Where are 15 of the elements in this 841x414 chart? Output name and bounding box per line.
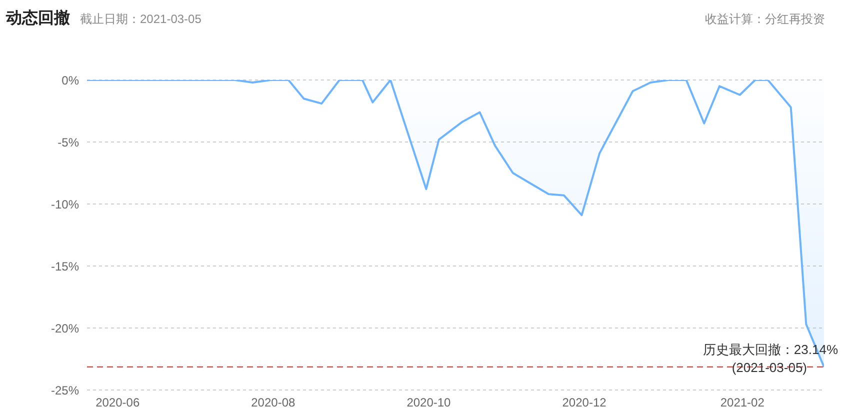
x-tick-label: 2021-02 [720, 396, 765, 410]
text: 收益计算：分红再投资 [705, 11, 825, 28]
y-tick-label: -10% [50, 197, 80, 212]
y-tick-label: -15% [50, 259, 80, 274]
x-tick-label: 2020-06 [96, 396, 140, 410]
y-tick-label: -5% [58, 135, 80, 150]
x-tick-label: 2020-08 [251, 396, 296, 410]
x-tick-label: 2020-12 [562, 396, 607, 410]
x-tick-label: 2020-10 [406, 396, 452, 410]
annotation: (2021-03-05) [732, 360, 807, 375]
y-tick-label: 0% [62, 73, 80, 88]
chart-subtitle: 截止日期：2021-03-05 [80, 11, 202, 28]
chart-title: 动态回撤 [6, 8, 70, 29]
y-tick-label: -20% [50, 321, 80, 336]
y-tick-label: -25% [50, 383, 80, 398]
